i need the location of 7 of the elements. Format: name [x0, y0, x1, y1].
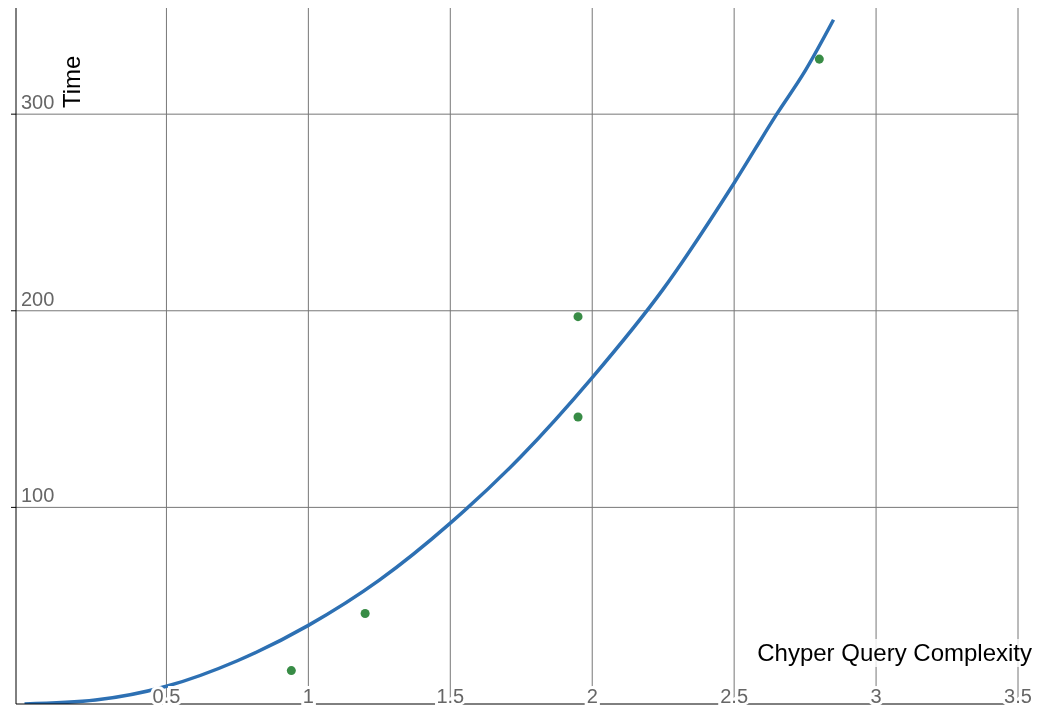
y-tick-label: 100: [21, 484, 55, 507]
x-tick-label: 3.5: [1004, 685, 1032, 707]
x-axis-title: Chyper Query Complexity: [757, 639, 1032, 667]
x-tick-label: 3: [870, 685, 882, 707]
y-tick-label: 300: [21, 91, 55, 114]
y-axis-title: Time: [58, 55, 86, 108]
y-tick-label: 200: [21, 287, 55, 310]
